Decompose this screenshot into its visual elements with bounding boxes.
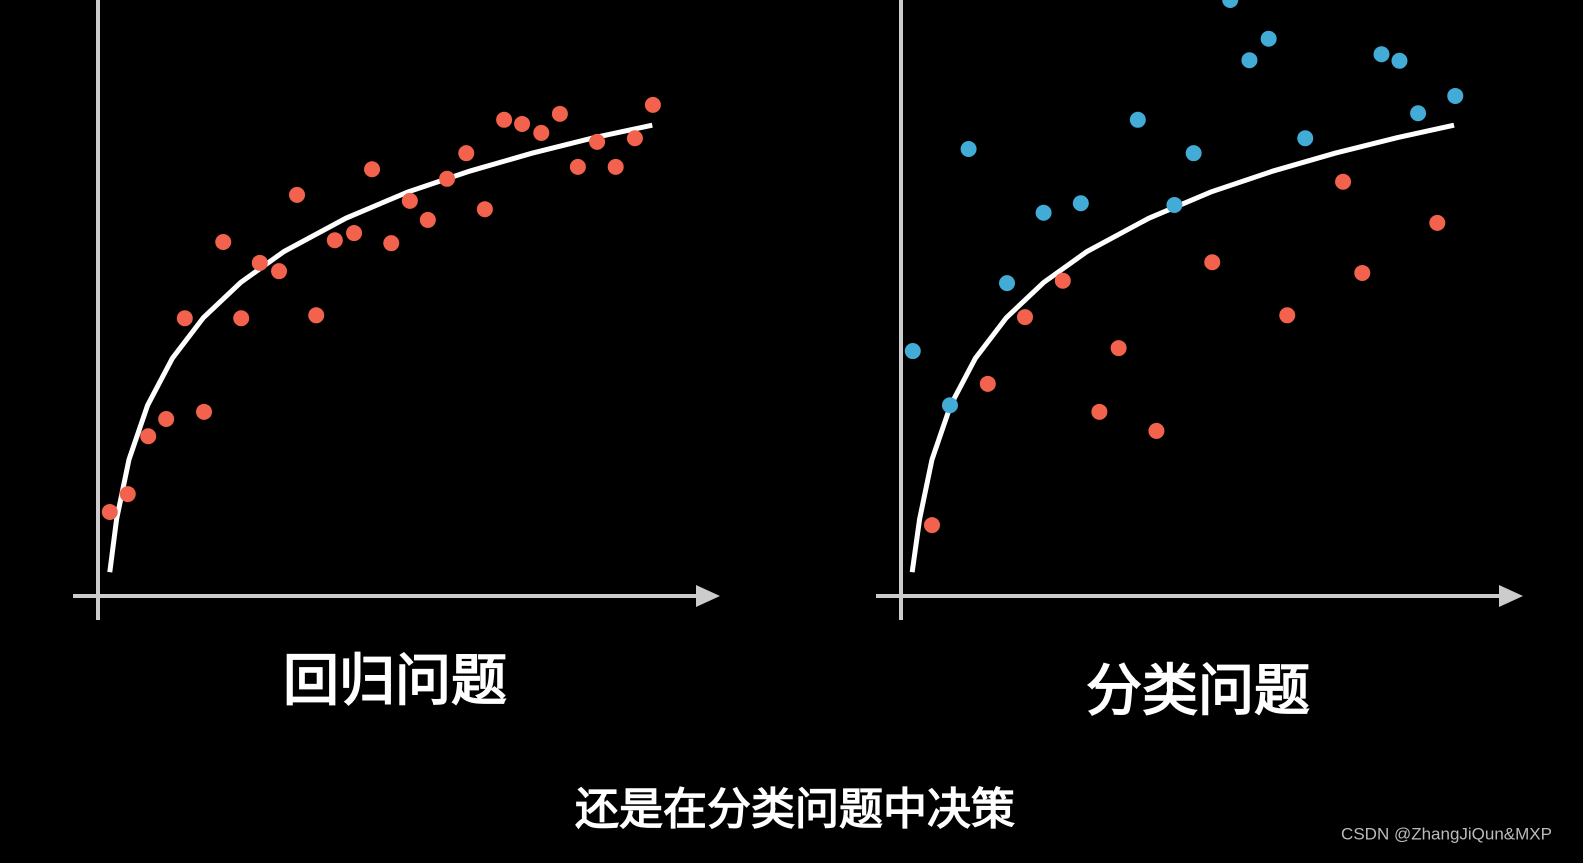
point xyxy=(119,486,136,503)
point xyxy=(458,145,475,162)
caption: 还是在分类问题中决策 xyxy=(575,784,1015,835)
point xyxy=(1129,111,1146,128)
point xyxy=(924,517,940,534)
point xyxy=(1241,52,1258,69)
point xyxy=(251,254,268,271)
point xyxy=(1410,105,1427,122)
point xyxy=(979,375,996,392)
point xyxy=(1166,197,1183,214)
point xyxy=(1447,87,1464,104)
chart-title: 分类问题 xyxy=(1086,659,1310,724)
point xyxy=(904,343,921,360)
point xyxy=(158,410,175,427)
point xyxy=(176,310,193,327)
point xyxy=(533,124,550,141)
x-axis-arrow xyxy=(696,585,720,607)
point xyxy=(233,310,250,327)
chart-title: 回归问题 xyxy=(283,649,507,714)
point xyxy=(1335,173,1352,190)
point xyxy=(1204,254,1221,271)
point xyxy=(1391,52,1408,69)
point xyxy=(401,192,418,209)
point xyxy=(960,141,977,157)
point xyxy=(1279,307,1296,324)
point xyxy=(308,307,325,324)
point xyxy=(364,161,381,178)
watermark: CSDN @ZhangJiQun&MXP xyxy=(1341,824,1552,843)
point xyxy=(1054,272,1071,289)
point xyxy=(514,115,531,132)
point xyxy=(476,201,493,218)
point xyxy=(1373,46,1390,63)
point xyxy=(1297,130,1314,147)
point xyxy=(271,263,288,280)
point xyxy=(496,111,513,128)
point xyxy=(644,96,661,113)
point xyxy=(140,428,157,445)
point xyxy=(1148,422,1165,439)
point xyxy=(626,130,643,147)
fit-curve xyxy=(909,122,1455,573)
point xyxy=(101,503,118,520)
point xyxy=(346,225,363,242)
point xyxy=(326,232,343,249)
point xyxy=(289,186,306,203)
point xyxy=(1091,403,1108,420)
point xyxy=(1017,309,1033,326)
point xyxy=(1110,340,1127,357)
point xyxy=(1354,264,1371,281)
point xyxy=(551,105,568,122)
point xyxy=(383,235,400,252)
point xyxy=(1185,145,1202,162)
x-axis-arrow xyxy=(1499,585,1523,607)
point xyxy=(215,233,232,250)
point xyxy=(569,158,586,175)
point xyxy=(196,403,213,420)
point xyxy=(999,275,1016,292)
point xyxy=(1429,214,1446,231)
point xyxy=(941,397,958,414)
point xyxy=(439,170,456,187)
point xyxy=(589,133,606,150)
point xyxy=(1072,195,1089,212)
point xyxy=(1035,204,1052,221)
point xyxy=(607,158,624,175)
point xyxy=(1222,0,1239,8)
point xyxy=(419,211,436,228)
point xyxy=(1260,30,1277,47)
